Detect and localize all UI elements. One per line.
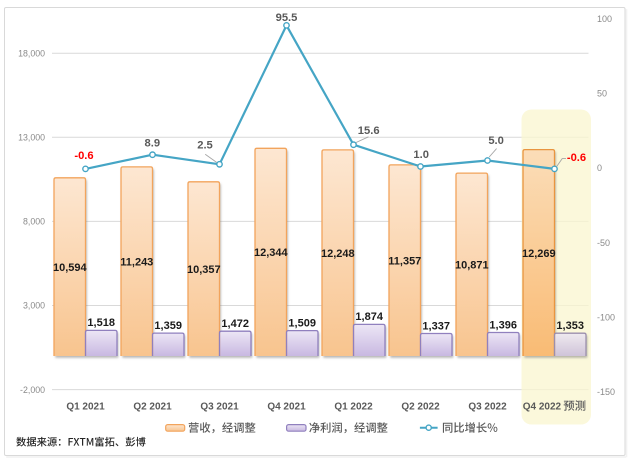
svg-text:-50: -50 (597, 238, 610, 248)
svg-text:8,000: 8,000 (23, 217, 45, 227)
svg-text:1,353: 1,353 (556, 320, 584, 332)
svg-text:-100: -100 (597, 313, 615, 323)
svg-text:Q2 2021: Q2 2021 (133, 401, 172, 412)
svg-text:50: 50 (597, 89, 607, 99)
svg-text:95.5: 95.5 (276, 12, 298, 24)
svg-text:1,874: 1,874 (355, 311, 383, 323)
svg-text:0: 0 (597, 163, 602, 173)
svg-text:5.0: 5.0 (488, 135, 504, 147)
svg-text:Q1 2021: Q1 2021 (66, 401, 105, 412)
svg-text:Q2 2022: Q2 2022 (401, 401, 440, 412)
svg-text:1,509: 1,509 (288, 317, 316, 329)
svg-text:1,396: 1,396 (489, 319, 517, 331)
svg-text:10,594: 10,594 (53, 262, 88, 274)
svg-text:1,337: 1,337 (422, 320, 450, 332)
svg-text:Q3 2022: Q3 2022 (468, 401, 507, 412)
svg-text:-150: -150 (597, 387, 615, 397)
svg-text:8.9: 8.9 (145, 137, 161, 149)
svg-text:13,000: 13,000 (18, 133, 45, 143)
svg-text:-0.6: -0.6 (567, 152, 586, 164)
svg-text:1,472: 1,472 (221, 318, 249, 330)
svg-text:-2,000: -2,000 (20, 385, 45, 395)
svg-text:10,871: 10,871 (455, 260, 489, 272)
svg-text:1,359: 1,359 (154, 320, 182, 332)
svg-text:18,000: 18,000 (18, 48, 45, 58)
svg-text:-0.6: -0.6 (74, 150, 93, 162)
svg-text:12,344: 12,344 (254, 247, 289, 259)
svg-text:12,269: 12,269 (522, 248, 556, 260)
svg-text:1.0: 1.0 (413, 149, 429, 161)
svg-text:12,248: 12,248 (321, 248, 355, 260)
svg-text:2.5: 2.5 (197, 140, 213, 152)
svg-text:Q1 2022: Q1 2022 (334, 401, 373, 412)
svg-text:15.6: 15.6 (358, 125, 380, 137)
svg-text:Q3 2021: Q3 2021 (200, 401, 239, 412)
svg-text:11,243: 11,243 (120, 256, 153, 268)
svg-text:100: 100 (597, 14, 612, 24)
svg-text:Q4 2022: Q4 2022 (523, 401, 562, 412)
svg-text:11,357: 11,357 (388, 255, 421, 267)
svg-text:10,357: 10,357 (187, 264, 221, 276)
svg-text:Q4 2021: Q4 2021 (267, 401, 306, 412)
svg-text:1,518: 1,518 (87, 317, 115, 329)
svg-text:3,000: 3,000 (23, 301, 45, 311)
